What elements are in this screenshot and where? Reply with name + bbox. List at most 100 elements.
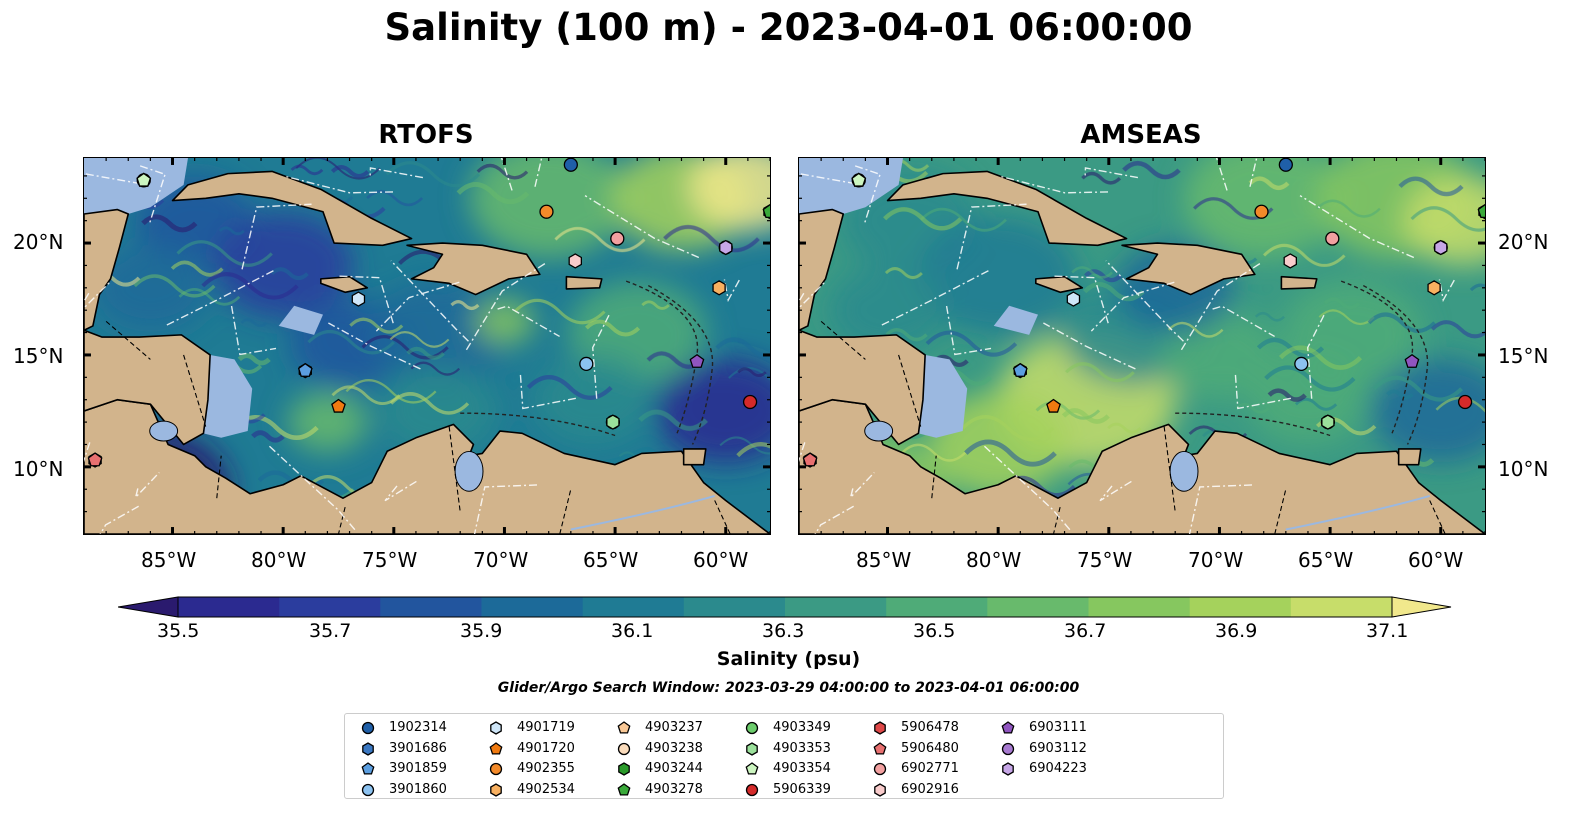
colorbar-bin [481,597,584,617]
hexagon-marker-icon [490,721,502,735]
eez-boundary [134,472,160,500]
frame-ticks [84,158,770,534]
colorbar [118,596,1452,618]
border-line [183,354,207,427]
eez-boundary [384,479,419,502]
eez-boundary [99,505,139,534]
legend-label: 3901859 [389,761,447,776]
colorbar-bin [279,597,381,617]
eez-boundary [375,281,460,332]
float-marker-4902534 [1427,280,1441,296]
border-line [931,455,937,499]
eez-boundary [1299,195,1415,259]
legend-label: 6902916 [901,781,959,797]
float-marker-6903111 [1404,353,1420,368]
hexagon-marker-icon [874,782,886,797]
colorbar-tick-label: 36.1 [611,620,654,642]
circle-marker-icon [745,783,759,796]
lat-tick-label: 20°N [13,230,64,254]
pentagon-marker-icon [489,741,503,755]
country-borders [820,320,1446,534]
float-marker-4903278 [762,203,770,219]
border-line [714,500,731,534]
lon-tick-label: 65°W [1298,548,1354,572]
float-marker-4903278 [1477,203,1485,219]
colorbar-bin [683,597,786,617]
legend-label: 6902771 [901,761,959,776]
float-marker-6902771 [610,231,625,246]
masked-gulf [84,158,188,215]
float-marker-1902314 [563,158,578,172]
lat-tick-label: 10°N [1498,457,1549,481]
eez-boundary [465,263,546,351]
land-yucatan [84,208,130,332]
float-marker-6904223 [719,239,733,256]
river [570,494,715,531]
border-line [448,426,461,512]
land-centralam [799,329,926,446]
border-line [1429,500,1446,534]
eez-boundary [241,203,312,270]
pentagon-marker-icon [745,762,759,775]
pentagon-marker-icon [617,721,631,734]
eez-boundary [881,268,992,326]
float-marker-6902916 [1283,253,1297,269]
hexagon-marker-icon [490,782,502,797]
colorbar-tick-label: 35.5 [157,620,200,642]
map-panel-rtofs [83,157,771,535]
lon-tick-label: 70°W [473,548,529,572]
lon-tick-label: 65°W [583,548,639,572]
float-marker-3901860 [579,356,594,372]
float-marker-4903353 [1321,414,1335,430]
colorbar-tick-label: 36.3 [762,620,805,642]
circle-marker-icon [361,721,375,735]
frame-ticks [799,158,1485,534]
land-puertorico [565,275,603,290]
eez-boundary [84,172,141,185]
eez-boundary [814,505,854,534]
colorbar-label: Salinity (psu) [716,648,861,670]
contour-1000 [625,280,699,434]
float-marker-4901719 [351,291,366,307]
pentagon-marker-icon [1001,721,1015,734]
circle-marker-icon [873,762,887,776]
lake-nicaragua [149,420,179,442]
lon-tick-label: 75°W [362,548,418,572]
colorbar-tick-label: 35.9 [460,620,503,642]
hexagon-marker-icon [490,721,502,735]
hexagon-marker-icon [618,762,630,776]
eez-boundary [1090,281,1175,332]
colorbar-bin [380,597,482,617]
lake-nicaragua [864,420,894,442]
hexagon-marker-icon [490,782,502,797]
circle-marker-icon [745,783,759,796]
lon-tick-label: 75°W [1077,548,1133,572]
legend-label: 3901860 [389,781,447,797]
legend-label: 4903353 [773,740,831,756]
float-marker-5906480 [802,452,818,467]
contour-100 [647,284,714,445]
float-marker-3901860 [1294,356,1309,372]
circle-marker-icon [361,783,375,796]
legend-label: 5906480 [901,740,959,756]
circle-marker-icon [489,762,503,776]
circle-marker-icon [361,783,375,796]
eez-boundary [849,472,875,500]
pentagon-marker-icon [617,782,631,796]
contour-shelf [1175,412,1331,437]
eez-boundary [230,305,277,356]
eez-boundary [1188,484,1253,534]
shallow-shelf [278,305,324,335]
float-marker-3901859 [297,362,313,377]
border-line [216,455,222,499]
pentagon-marker-icon [361,762,375,775]
masked-gulf [799,158,903,215]
land-cuba [886,170,1128,247]
float-legend: 1902314 3901686 3901859 3901860 4901719 49017… [344,713,1224,799]
float-marker-6902916 [568,253,582,269]
lon-tick-label: 85°W [141,548,197,572]
eez-boundary [799,172,856,185]
lake-maracaibo [454,450,484,492]
hexagon-marker-icon [874,721,886,735]
colorbar-tick-label: 36.7 [1064,620,1107,642]
